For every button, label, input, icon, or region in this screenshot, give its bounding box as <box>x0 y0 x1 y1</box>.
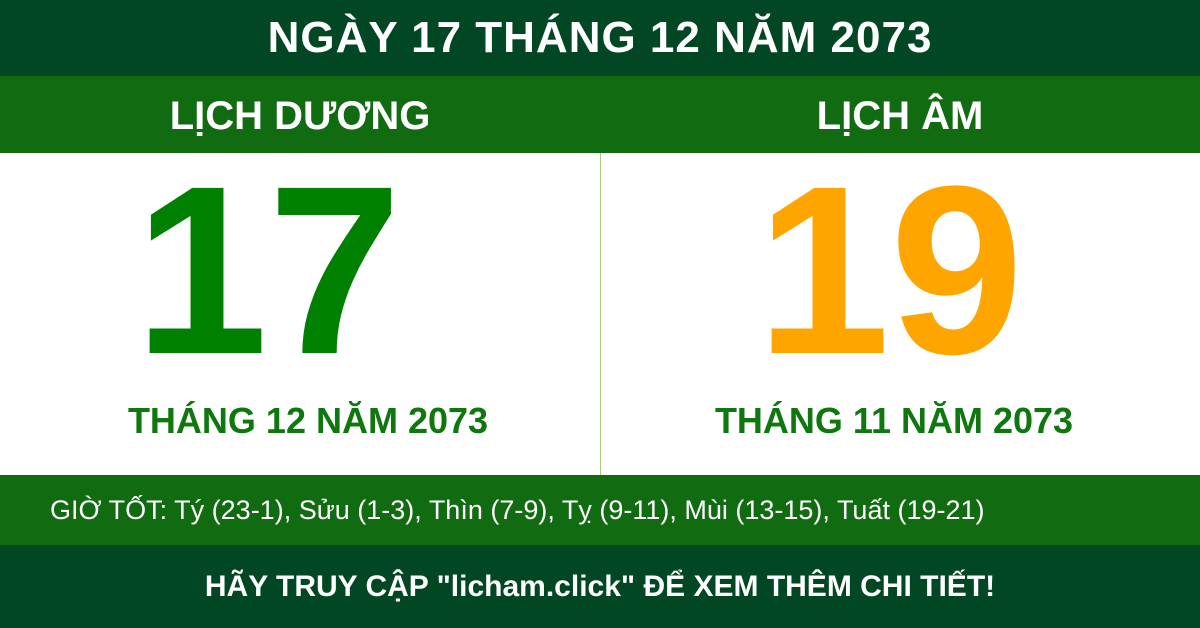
lunar-month-year: THÁNG 11 NĂM 2073 <box>714 400 1074 441</box>
good-hours: GIỜ TỐT: Tý (23-1), Sửu (1-3), Thìn (7-9… <box>0 475 1200 545</box>
column-divider <box>600 153 601 475</box>
solar-calendar-label: LỊCH DƯƠNG <box>169 94 431 138</box>
lunar-calendar-label: LỊCH ÂM <box>816 94 984 138</box>
lunar-day: 19 <box>756 136 1024 404</box>
solar-month-year: THÁNG 12 NĂM 2073 <box>127 400 489 441</box>
solar-day: 17 <box>134 136 402 404</box>
footer-cta: HÃY TRUY CẬP "licham.click" ĐỂ XEM THÊM … <box>0 545 1200 628</box>
calendar-header-band: LỊCH DƯƠNG LỊCH ÂM <box>0 76 1200 153</box>
page-title: NGÀY 17 THÁNG 12 NĂM 2073 <box>0 0 1200 76</box>
